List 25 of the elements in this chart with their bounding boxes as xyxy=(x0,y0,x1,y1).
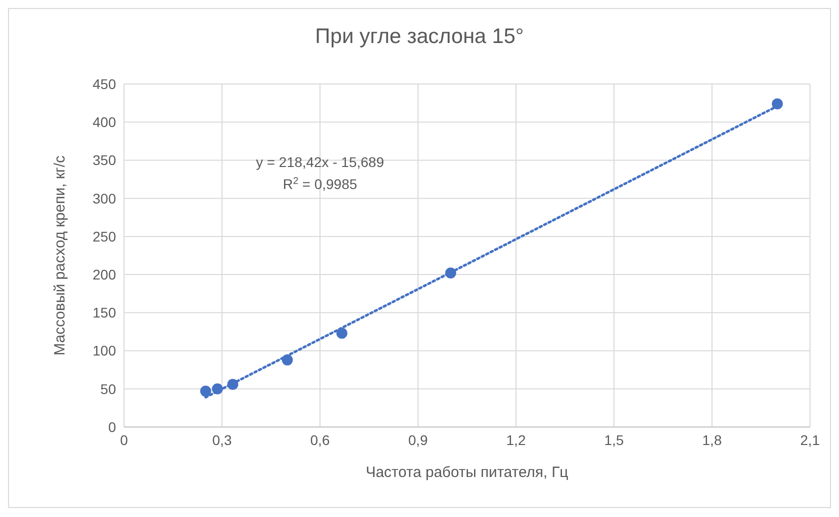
y-tick-label: 300 xyxy=(92,190,116,206)
x-axis-title: Частота работы питателя, Гц xyxy=(366,464,569,481)
annotation: y = 218,42x - 15,689 xyxy=(256,154,385,170)
y-tick-label: 350 xyxy=(92,152,116,168)
y-tick-label: 100 xyxy=(92,342,116,359)
y-axis-title: Массовый расход крепи, кг/с xyxy=(51,154,68,356)
x-tick-label: 2,1 xyxy=(800,432,820,448)
chart-title: При угле заслона 15° xyxy=(314,25,525,49)
y-tick-label: 450 xyxy=(92,76,116,92)
y-tick-label: 50 xyxy=(100,380,116,397)
x-tick-label: 0,9 xyxy=(408,432,428,448)
x-tick-label: 0,3 xyxy=(212,432,232,448)
x-tick-label: 0,6 xyxy=(310,432,330,448)
y-tick-label: 0 xyxy=(108,418,116,435)
x-tick-label: 0 xyxy=(120,432,128,448)
x-tick-label: 1,5 xyxy=(604,432,624,448)
x-tick-label: 1,2 xyxy=(506,432,526,448)
y-tick-label: 200 xyxy=(92,266,116,283)
annotation: R$^{2}$ = 0,9985 xyxy=(283,176,358,192)
x-tick-label: 1,8 xyxy=(702,432,722,448)
point xyxy=(336,328,348,339)
y-tick-label: 250 xyxy=(92,228,116,244)
y-tick-label: 150 xyxy=(92,304,116,321)
y-tick-label: 400 xyxy=(92,114,116,130)
point xyxy=(200,386,212,397)
